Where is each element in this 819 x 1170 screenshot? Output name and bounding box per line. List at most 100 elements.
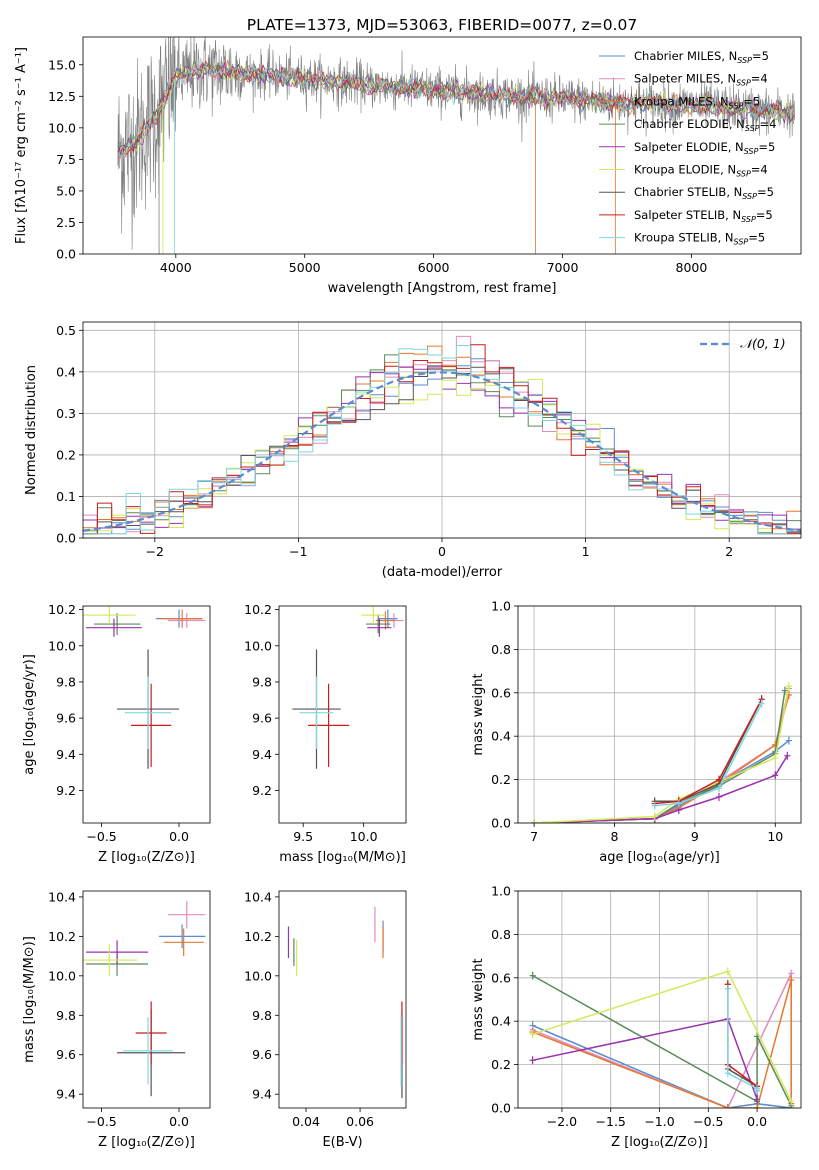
legend-label: Kroupa STELIB, NSSP=5	[634, 231, 765, 247]
x-tick-label: 0.06	[346, 1114, 374, 1129]
mass-weight-marker	[715, 792, 722, 801]
x-axis-label: Z [log₁₀(Z/Z⊙)]	[98, 850, 195, 865]
y-tick-label: 0.1	[56, 489, 76, 504]
y-tick-label: 9.6	[252, 1047, 272, 1062]
y-tick-label: 0.8	[491, 927, 511, 942]
observed-spectrum	[117, 37, 795, 250]
y-tick-label: 10.0	[48, 968, 76, 983]
mass-weight-marker	[788, 1097, 795, 1106]
y-tick-label: 10.4	[244, 889, 272, 904]
age-vs-mass-panel: 9.5 10.0 9.2 9.4 9.6 9.8 10.0 10.2 mass [log₁₀(M…	[244, 602, 407, 865]
y-tick-label: 0.2	[491, 772, 511, 787]
x-tick-label: 8	[611, 829, 619, 844]
y-tick-label: 9.2	[56, 783, 76, 798]
mass-weight-marker	[758, 699, 765, 708]
mass-weight-line	[534, 739, 790, 823]
model-spectrum	[117, 62, 795, 155]
mass-weight-line	[532, 1024, 792, 1108]
mass-weight-marker	[724, 967, 731, 976]
x-axis-label: Z [log₁₀(Z/Z⊙)]	[98, 1135, 195, 1150]
legend-label: Chabrier ELODIE, NSSP=4	[634, 117, 776, 133]
spectrum-legend: Chabrier MILES, NSSP=5 Salpeter MILES, NS…	[599, 49, 776, 247]
y-tick-label: 9.4	[252, 747, 272, 762]
x-axis-label: (data-model)/error	[382, 565, 503, 580]
y-tick-label: 10.4	[48, 889, 76, 904]
y-tick-label: 9.6	[56, 1047, 76, 1062]
y-tick-label: 9.8	[252, 674, 272, 689]
y-tick-label: 10.0	[244, 638, 272, 653]
axes-frame	[278, 890, 407, 1109]
mass-weight-line	[532, 974, 792, 1107]
x-axis-label: mass [log₁₀(M/M⊙)]	[279, 850, 406, 865]
y-tick-label: 5.0	[56, 183, 76, 198]
y-tick-label: 12.5	[48, 89, 76, 104]
mass-weight-marker	[788, 975, 795, 984]
y-axis-label: mass [log₁₀(M/M⊙)]	[22, 936, 37, 1063]
y-tick-label: 10.2	[48, 929, 76, 944]
mass-weight-marker	[781, 686, 788, 695]
mass-vs-Z-panel: −0.5 0.0 9.4 9.6 9.8 10.0 10.2 10.4 Z [log₁₀(Z/Z…	[22, 889, 211, 1150]
model-spectrum	[117, 62, 795, 159]
axes-frame	[82, 605, 211, 824]
mass-vs-ebv-panel: 0.04 0.06 9.4 9.6 9.8 10.0 10.2 10.4 E(B-V)	[244, 889, 407, 1150]
mass-weight-line	[532, 979, 792, 1108]
y-tick-label: 7.5	[56, 152, 76, 167]
y-tick-label: 0.6	[491, 685, 511, 700]
mass-weight-line	[654, 703, 763, 807]
mass-weight-marker	[529, 1056, 536, 1065]
y-tick-label: 10.0	[48, 120, 76, 135]
x-tick-label: 9.5	[293, 829, 313, 844]
legend-label: 𝒩(0, 1)	[740, 336, 786, 351]
mass-weight-marker	[784, 751, 791, 760]
y-tick-label: 0.8	[491, 642, 511, 657]
mass-weight-marker	[715, 775, 722, 784]
x-axis-label: Z [log₁₀(Z/Z⊙)]	[611, 1135, 708, 1150]
y-tick-label: 0.0	[491, 1101, 511, 1116]
y-tick-label: 10.0	[48, 638, 76, 653]
mass-weight-line	[534, 755, 788, 823]
y-tick-label: 0.3	[56, 406, 76, 421]
y-tick-label: 9.4	[252, 1087, 272, 1102]
x-axis-label: age [log₁₀(age/yr)]	[599, 850, 720, 865]
x-tick-label: −1	[289, 544, 307, 559]
massweight-vs-Z-panel: −2.0 −1.5 −1.0 −0.5 0.0 0.0 0.2 0.4 0.6 0.8 1.0 Z […	[471, 884, 802, 1150]
y-tick-label: 9.4	[56, 747, 76, 762]
y-tick-label: 9.2	[252, 783, 272, 798]
axes-frame	[517, 890, 802, 1109]
axes-frame	[82, 890, 211, 1109]
x-tick-label: 0.0	[169, 829, 189, 844]
residual-histogram	[83, 366, 801, 535]
model-spectrum	[117, 62, 795, 153]
y-tick-label: 0.0	[491, 816, 511, 831]
mass-weight-marker	[785, 682, 792, 691]
axes-frame	[517, 605, 802, 824]
x-tick-label: 1	[582, 544, 590, 559]
model-spectrum	[117, 61, 794, 155]
x-tick-label: 0.0	[169, 1114, 189, 1129]
residual-histogram	[83, 345, 801, 535]
legend-label: Kroupa ELODIE, NSSP=4	[634, 163, 768, 179]
x-tick-label: 7	[530, 829, 538, 844]
y-tick-label: 0.0	[56, 531, 76, 546]
y-tick-label: 0.0	[56, 247, 76, 262]
legend-label: Kroupa MILES, NSSP=5	[634, 94, 760, 110]
x-axis-label: wavelength [Angstrom, rest frame]	[328, 281, 557, 296]
residual-histogram	[83, 344, 801, 535]
legend-label: Chabrier STELIB, NSSP=5	[634, 185, 774, 201]
massweight-vs-age-panel: 7 8 9 10 0.0 0.2 0.4 0.6 0.8 1.0 age [log₁₀(age/yr…	[471, 599, 802, 865]
mass-weight-marker	[531, 819, 538, 823]
mass-weight-marker	[529, 971, 536, 980]
residual-histogram	[83, 345, 801, 530]
x-tick-label: 9	[691, 829, 699, 844]
x-tick-label: −2.0	[547, 1114, 577, 1129]
y-axis-label: age [log₁₀(age/yr)]	[22, 654, 37, 775]
axes-frame	[82, 321, 802, 539]
mass-weight-marker	[724, 1069, 731, 1078]
age-vs-Z-panel: −0.5 0.0 9.2 9.4 9.6 9.8 10.0 10.2 Z [log₁₀(Z/Z⊙…	[22, 602, 211, 865]
mass-weight-marker	[715, 784, 722, 793]
x-tick-label: −1.5	[596, 1114, 626, 1129]
mass-weight-marker	[772, 771, 779, 780]
y-tick-label: 9.8	[56, 1008, 76, 1023]
y-tick-label: 9.4	[56, 1087, 76, 1102]
